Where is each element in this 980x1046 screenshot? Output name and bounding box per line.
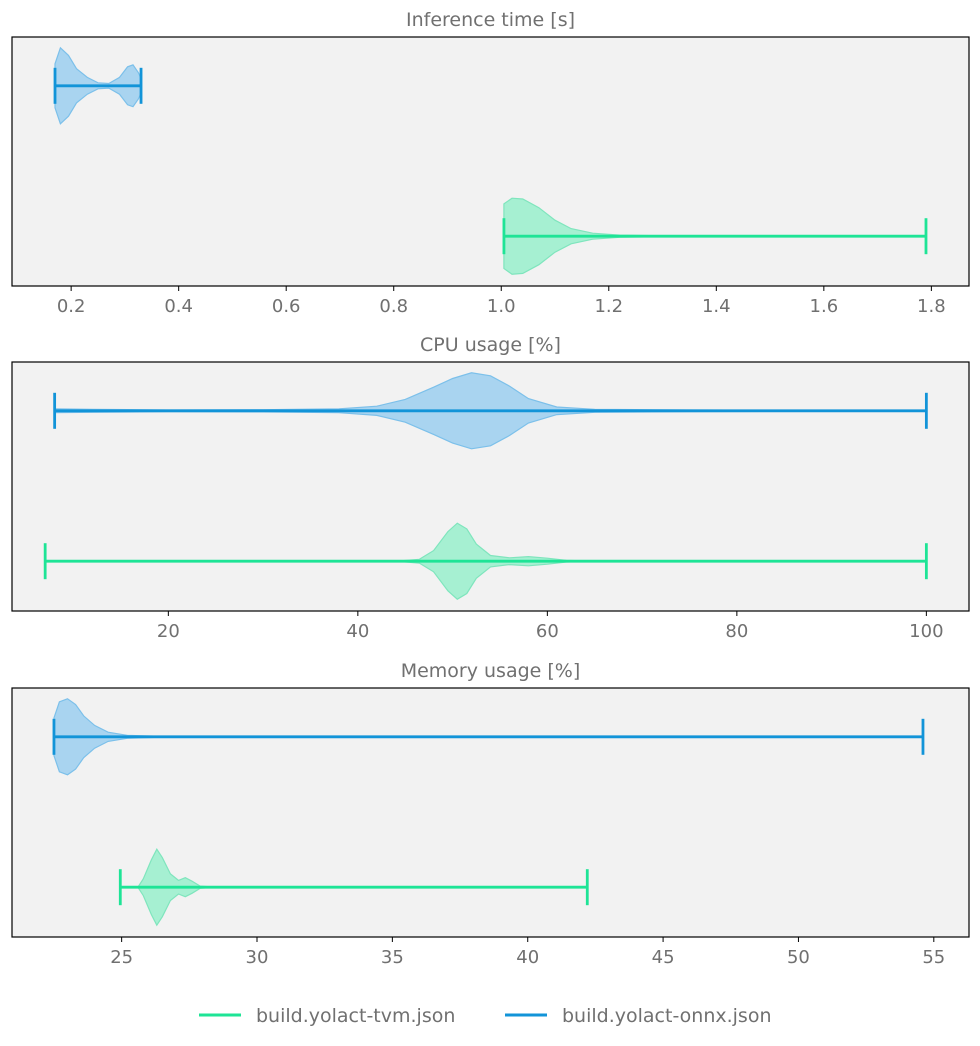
x-tick-label: 50 [787, 947, 810, 968]
legend-item-build-yolact-tvm-json: build.yolact-tvm.json [199, 1005, 455, 1027]
panel-title: Memory usage [%] [401, 660, 581, 682]
x-tick-label: 40 [346, 621, 369, 642]
x-tick-label: 20 [157, 621, 180, 642]
panel-2: 20 40 60 80 100 CPU usage [%] [11, 334, 970, 642]
x-tick-label: 40 [516, 947, 539, 968]
legend-label: build.yolact-onnx.json [562, 1005, 772, 1027]
legend-label: build.yolact-tvm.json [256, 1005, 455, 1027]
axes-frame [11, 687, 970, 938]
x-tick-label: 1.6 [810, 296, 839, 317]
plot-area [12, 37, 969, 286]
x-tick-label: 1.2 [594, 296, 623, 317]
panel-3: 25 30 35 40 45 50 55 Memory usage [%] [11, 660, 970, 968]
x-tick-label: 1.0 [487, 296, 516, 317]
x-tick-label: 45 [652, 947, 675, 968]
violin-build-yolact-tvm-json [43, 522, 928, 600]
violin-build-yolact-onnx-json [53, 46, 143, 125]
panel-title: Inference time [s] [406, 9, 575, 31]
x-tick-label: 1.8 [917, 296, 946, 317]
x-tick-label: 80 [725, 621, 748, 642]
x-tick-label: 0.4 [164, 296, 193, 317]
x-tick-label: 60 [536, 621, 559, 642]
axes-frame [11, 361, 970, 612]
x-tick-label: 55 [922, 947, 945, 968]
x-tick-label: 25 [110, 947, 133, 968]
violin-build-yolact-onnx-json [53, 372, 928, 450]
x-tick-label: 35 [381, 947, 404, 968]
x-tick-label: 0.8 [379, 296, 408, 317]
panel-1: 0.2 0.4 0.6 0.8 1.0 1.2 1.4 1.6 1.8 Inference tim… [11, 9, 970, 317]
x-tick-label: 0.6 [272, 296, 301, 317]
x-tick-label: 30 [246, 947, 269, 968]
axes-frame [11, 36, 970, 287]
violin-build-yolact-onnx-json [52, 698, 925, 776]
x-tick-label: 0.2 [57, 296, 86, 317]
x-tick-label: 100 [909, 621, 943, 642]
x-tick-label: 1.4 [702, 296, 731, 317]
legend-item-build-yolact-onnx-json: build.yolact-onnx.json [505, 1005, 772, 1027]
violin-build-yolact-tvm-json [118, 848, 589, 927]
panel-title: CPU usage [%] [420, 334, 561, 356]
legend: build.yolact-tvm.json build.yolact-onnx.j… [199, 1005, 772, 1027]
violin-build-yolact-tvm-json [502, 197, 928, 275]
